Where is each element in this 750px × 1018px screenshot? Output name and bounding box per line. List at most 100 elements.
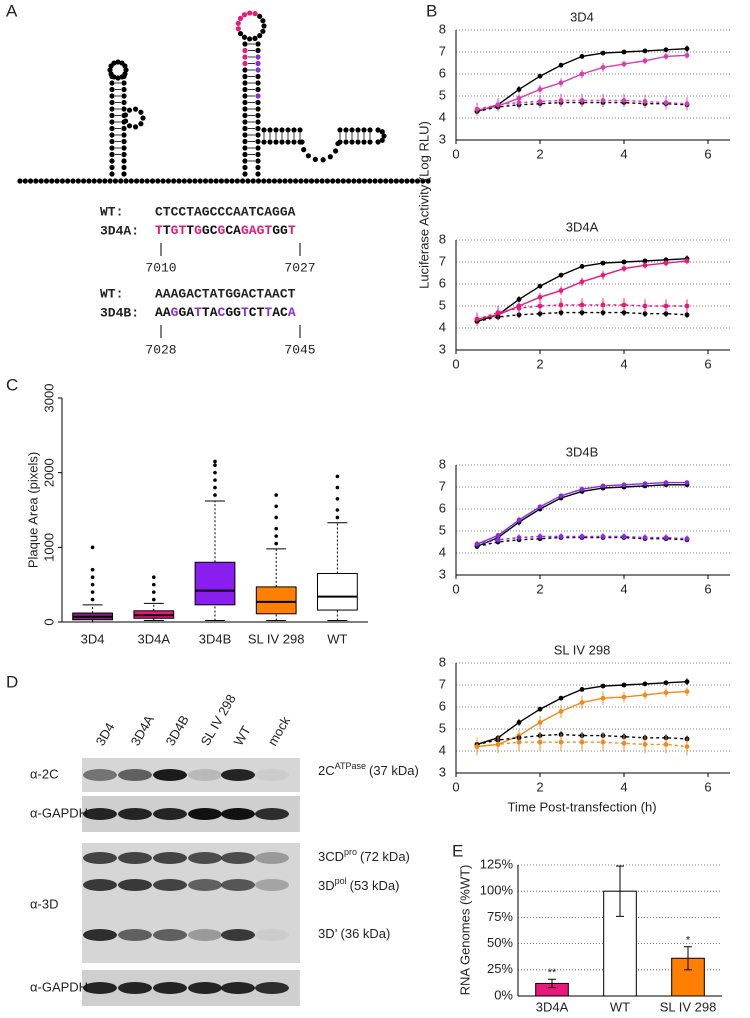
data-point xyxy=(495,102,501,108)
x-tick-label: 6 xyxy=(704,356,711,371)
data-point xyxy=(642,258,648,264)
y-axis-title: Plaque Area (pixels) xyxy=(25,452,40,568)
nucleotide xyxy=(123,67,129,73)
outlier xyxy=(335,474,340,479)
nucleotide xyxy=(107,67,113,73)
data-point xyxy=(474,106,480,112)
outlier xyxy=(335,485,340,490)
nucleotide xyxy=(224,178,230,184)
blot-row-label: α-2C xyxy=(30,766,58,781)
nucleotide xyxy=(303,178,309,184)
blot xyxy=(82,843,300,963)
data-point xyxy=(663,100,669,105)
data-point xyxy=(495,742,501,747)
sequence: CTCCTAGCCCAATCAGGA xyxy=(155,204,296,219)
data-point xyxy=(558,709,564,714)
series-line xyxy=(476,304,687,320)
panel-label: E xyxy=(452,841,463,860)
box xyxy=(255,586,297,615)
outlier xyxy=(274,515,279,520)
blot-band xyxy=(188,808,222,820)
nucleotide xyxy=(54,178,60,184)
panel-label: D xyxy=(6,672,18,691)
x-tick-label: WT xyxy=(327,631,347,646)
nucleotide xyxy=(301,147,307,153)
data-point xyxy=(537,294,543,300)
nucleotide xyxy=(255,106,261,112)
data-point xyxy=(600,739,606,745)
nucleotide xyxy=(252,35,258,41)
sequence: AAAGACTATGGACTAACT xyxy=(155,286,296,301)
band-label-name: 3CD xyxy=(318,849,344,864)
nucleotide xyxy=(255,145,261,151)
nucleotide xyxy=(261,139,267,145)
nucleotide xyxy=(121,80,127,86)
nucleotide xyxy=(121,171,127,177)
y-tick-label: 7 xyxy=(439,478,446,493)
nucleotide xyxy=(255,171,261,177)
blot-band xyxy=(118,879,152,891)
nucleotide xyxy=(255,132,261,138)
data-point xyxy=(579,302,585,308)
nucleotide xyxy=(257,13,263,19)
x-tick-label: 2 xyxy=(536,779,543,794)
data-point xyxy=(558,272,564,278)
data-point xyxy=(684,101,690,107)
nucleotide xyxy=(297,127,303,133)
nucleotide xyxy=(242,145,248,151)
nucleotide xyxy=(96,178,103,184)
outlier xyxy=(152,590,156,594)
nucleotide xyxy=(149,178,156,184)
nucleotide xyxy=(109,119,115,125)
data-point xyxy=(600,260,606,266)
nucleotide xyxy=(379,129,385,135)
nucleotide xyxy=(139,178,145,184)
nucleotide xyxy=(367,139,373,145)
band-label-name: 3D xyxy=(318,878,335,893)
y-tick-label: 50% xyxy=(487,935,513,950)
y-tick-label: 5 xyxy=(439,720,446,735)
nucleotide xyxy=(261,178,267,184)
lane-label: 3D4 xyxy=(93,720,118,748)
nucleotide xyxy=(115,75,121,81)
data-point xyxy=(600,695,606,701)
band-label-size: (36 kDa) xyxy=(341,926,391,941)
nucleotide xyxy=(22,178,28,184)
data-point xyxy=(663,303,669,309)
data-point xyxy=(558,695,564,701)
series-line xyxy=(476,311,688,323)
nucleotide xyxy=(91,178,97,184)
series-line xyxy=(476,741,688,748)
band-label: 3Dpol (53 kDa) xyxy=(318,876,400,893)
y-tick-label: 4 xyxy=(439,544,446,559)
y-tick-label: 4 xyxy=(439,742,446,757)
nucleotide xyxy=(375,139,381,145)
nucleotide xyxy=(250,178,256,184)
data-point xyxy=(642,58,648,64)
data-point xyxy=(663,690,669,696)
y-tick-label: 1000 xyxy=(41,533,56,562)
nucleotide xyxy=(121,86,127,93)
nucleotide xyxy=(121,93,127,99)
nucleotide xyxy=(255,54,261,60)
blot-band xyxy=(118,808,152,820)
data-point xyxy=(558,62,564,68)
blot-band xyxy=(153,929,187,941)
nucleotide xyxy=(109,112,115,119)
nucleotide xyxy=(260,18,266,24)
sequence-label: WT: xyxy=(100,204,123,219)
y-tick-label: 8 xyxy=(439,456,446,471)
y-tick-label: 6 xyxy=(439,500,446,515)
nucleotide xyxy=(176,178,182,184)
data-point xyxy=(537,311,543,317)
nucleotide xyxy=(393,178,399,184)
data-point xyxy=(621,310,627,315)
nucleotide xyxy=(38,178,44,184)
x-tick-label: SL IV 298 xyxy=(660,999,717,1014)
outlier xyxy=(152,582,156,587)
nucleotide xyxy=(312,156,318,162)
nucleotide xyxy=(242,99,248,106)
data-point xyxy=(663,680,669,686)
band-label-superscript: pol xyxy=(335,876,347,886)
nucleotide xyxy=(375,127,381,133)
